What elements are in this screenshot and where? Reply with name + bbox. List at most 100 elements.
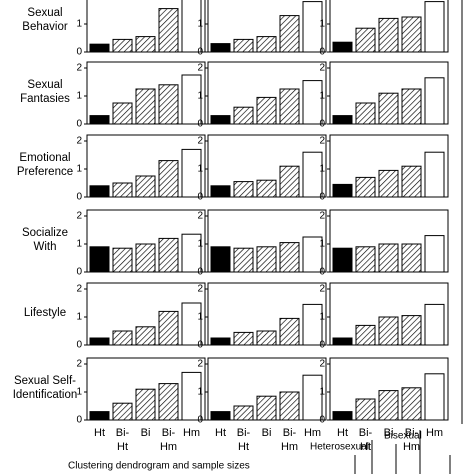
bar [210,411,231,421]
x-tick-label-line: Hm [426,427,443,439]
bar [279,165,300,198]
y-tick-label: 1 [197,239,203,250]
x-tick-label-line: Hm [304,427,321,439]
bar [424,1,445,53]
x-tick-label-line: Hm [160,441,177,453]
bar [256,395,277,421]
x-tick-label: Bi- Ht [237,427,251,453]
bar [210,246,231,273]
x-tick-label-line: Bi [262,427,272,439]
y-tick-label: 0 [319,119,325,130]
y-tick-label: 2 [197,284,203,295]
x-tick-label-line: Hm [281,441,298,453]
bar [256,36,277,53]
bar [135,388,156,421]
x-tick-label: Hm [183,427,200,439]
bar [378,92,399,125]
x-tick-label-line: Bi [141,427,151,439]
y-tick-label: 0 [319,47,325,58]
bar [279,317,300,346]
y-tick-label: 2 [319,211,325,222]
bar [378,169,399,198]
bar [112,38,133,53]
y-tick-label: 0 [319,192,325,203]
row-label-line: Behavior [22,21,68,33]
y-tick-label: 2 [319,0,325,2]
bar [135,326,156,346]
x-tick-label-line: Ht [337,427,348,439]
y-tick-label: 1 [76,239,82,250]
y-tick-label: 1 [197,387,203,398]
x-tick-label: Ht [337,427,348,439]
y-tick-label: 0 [197,119,203,130]
bar [378,390,399,421]
y-tick-label: 0 [197,192,203,203]
bar [401,387,422,421]
bar [424,373,445,421]
bar [181,302,202,346]
bar [135,36,156,53]
bar [89,246,110,273]
x-tick-label: Ht [215,427,226,439]
x-tick-label: Bi- Ht [116,427,130,453]
bar [302,80,323,125]
x-tick-label: Hm [426,427,443,439]
y-tick-label: 0 [319,340,325,351]
bar [279,88,300,125]
bar [135,175,156,198]
bar [424,77,445,125]
x-tick-label: Bi- Ht [359,427,373,453]
bar [401,88,422,125]
bar [355,324,376,346]
bar [181,371,202,421]
y-tick-label: 1 [319,91,325,102]
y-tick-label: 2 [319,136,325,147]
bar [181,233,202,273]
row-label-line: Fantasies [20,93,70,105]
x-tick-label-line: Bi- [359,427,373,439]
bar [279,15,300,53]
bar [158,84,179,125]
bar [401,315,422,346]
x-tick-label: Bi [384,427,394,439]
bar [355,246,376,273]
y-tick-label: 2 [319,359,325,370]
y-tick-label: 1 [319,164,325,175]
bar [256,330,277,346]
bar [135,88,156,125]
y-tick-label: 0 [76,267,82,278]
x-tick-label: Ht [94,427,105,439]
bar [158,237,179,273]
bar [233,106,254,125]
y-tick-label: 0 [76,192,82,203]
row-label: Lifestyle [24,307,66,319]
y-tick-label: 2 [76,136,82,147]
bar [112,402,133,421]
y-tick-label: 1 [197,164,203,175]
row-label-line: Preference [17,166,73,178]
bar [424,151,445,198]
x-tick-label: Bi- Hm [281,427,298,453]
bar [332,337,353,346]
row-label-line: Identification [13,389,78,401]
bar [279,391,300,421]
y-tick-label: 2 [76,63,82,74]
y-tick-label: 0 [76,340,82,351]
bar [332,115,353,125]
bar [210,337,231,346]
y-tick-label: 2 [197,211,203,222]
bar [158,310,179,346]
bar [89,411,110,421]
bar [401,165,422,198]
bar [378,243,399,273]
y-tick-label: 2 [197,359,203,370]
bar [89,337,110,346]
y-tick-label: 0 [76,119,82,130]
bar [158,383,179,421]
x-tick-label-line: Hm [183,427,200,439]
bar [355,27,376,53]
bar [302,1,323,53]
y-tick-label: 1 [319,19,325,30]
bar [233,38,254,53]
